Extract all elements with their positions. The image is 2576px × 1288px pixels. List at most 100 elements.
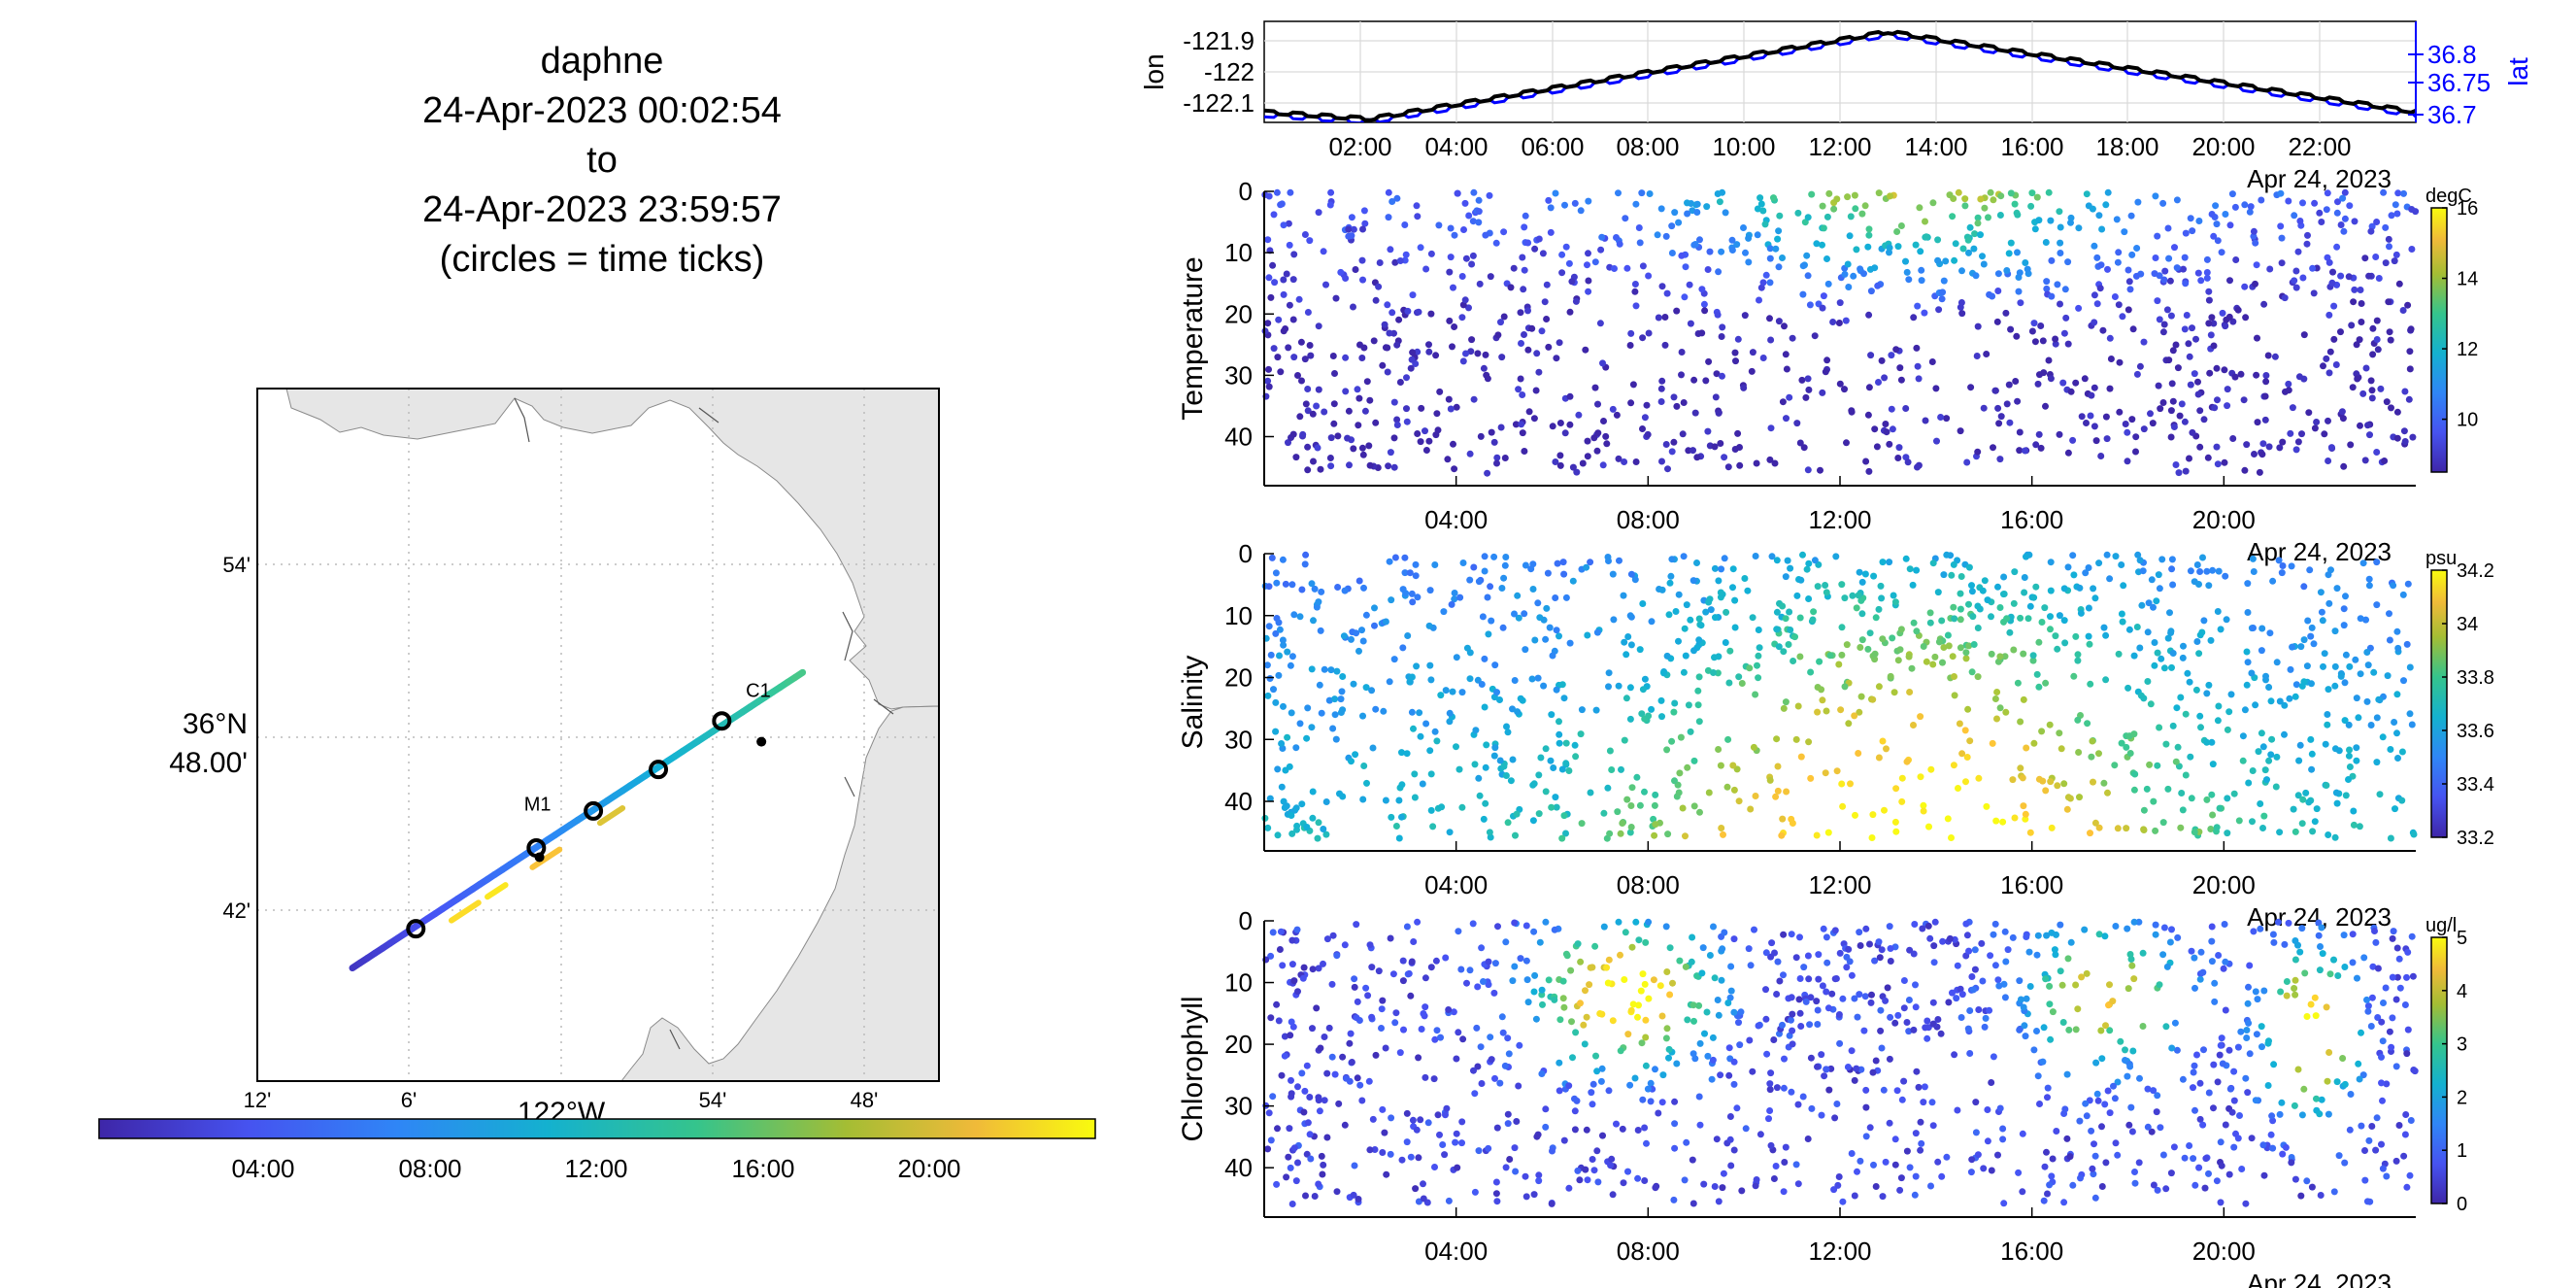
colorbar-tick: 0 [2457, 1194, 2467, 1215]
data-point [1384, 301, 1391, 309]
data-point [2025, 948, 2033, 956]
data-point [1450, 1008, 1457, 1016]
lat-tick-48: 48.00' [169, 747, 248, 779]
data-point [2331, 833, 2339, 841]
data-point [1451, 465, 1458, 473]
data-point [1341, 587, 1349, 594]
time-tick: 06:00 [1521, 132, 1584, 161]
data-point [1726, 994, 1734, 1001]
data-point [1767, 336, 1775, 344]
data-point [1627, 570, 1635, 578]
data-point [2292, 693, 2299, 700]
data-point [1372, 419, 1380, 426]
data-point [1290, 354, 1298, 361]
data-point [2136, 557, 2144, 564]
data-point [1354, 1074, 1361, 1082]
data-point [1599, 359, 1606, 367]
data-point [1314, 834, 1321, 842]
data-point [1375, 283, 1383, 290]
data-point [1481, 655, 1489, 662]
data-point [2029, 652, 2037, 660]
data-point [1559, 995, 1567, 1002]
data-point [1762, 986, 1769, 994]
data-point [1740, 384, 1748, 391]
data-point [2372, 254, 2380, 260]
data-point [2062, 314, 2070, 322]
data-point [1773, 557, 1781, 564]
data-point [2258, 647, 2265, 655]
data-point [1984, 1106, 1991, 1113]
data-point [1432, 431, 1440, 439]
data-point [1481, 703, 1489, 711]
data-point [1730, 935, 1738, 943]
data-point [1445, 1197, 1453, 1204]
data-point [1569, 1054, 1576, 1062]
data-point [1355, 394, 1363, 402]
data-point [1475, 578, 1483, 586]
data-point [1482, 799, 1489, 807]
data-point [1560, 695, 1568, 702]
colorbar-tick: 14 [2457, 269, 2478, 290]
data-point [1338, 688, 1346, 695]
data-point [1928, 1099, 1936, 1106]
data-point [1995, 982, 2003, 990]
data-point [1678, 371, 1685, 379]
data-point [1974, 448, 1982, 456]
data-point [2254, 334, 2260, 342]
data-point [1962, 655, 1970, 662]
time-tick: 08:00 [1616, 132, 1679, 161]
data-point [2012, 378, 2020, 385]
data-point [1707, 606, 1715, 614]
time-colorbar-tick: 12:00 [564, 1154, 627, 1183]
data-point [2168, 565, 2176, 573]
data-point [2253, 261, 2260, 269]
data-point [2342, 651, 2350, 659]
data-point [2159, 819, 2167, 827]
data-point [1325, 1024, 1333, 1032]
data-point [1759, 207, 1767, 215]
data-point [2337, 272, 2345, 280]
data-point [1403, 418, 1411, 425]
data-point [1657, 385, 1665, 392]
data-point [2326, 348, 2334, 356]
data-point [2067, 938, 2075, 946]
data-point [1493, 1124, 1501, 1132]
data-point [1784, 557, 1791, 564]
data-point [2361, 254, 2369, 262]
data-point [2285, 197, 2292, 205]
data-point [2061, 639, 2069, 647]
data-point [1562, 593, 1570, 601]
data-point [2311, 424, 2319, 432]
data-point [2037, 322, 2045, 329]
data-point [2156, 724, 2163, 731]
data-point [1823, 213, 1831, 220]
title-start-time: 24-Apr-2023 00:02:54 [422, 90, 782, 131]
data-point [2110, 1082, 2117, 1090]
data-point [1975, 1006, 1983, 1013]
data-point [1663, 652, 1671, 660]
data-point [2147, 700, 2155, 708]
data-point [2390, 582, 2397, 590]
data-point [1918, 277, 1925, 285]
data-point [2265, 684, 2273, 691]
data-point [2361, 1147, 2368, 1154]
data-point [2048, 824, 2056, 831]
data-point [1280, 290, 1288, 298]
data-point [1359, 712, 1366, 720]
data-point [1862, 458, 1870, 465]
data-point [1310, 617, 1317, 625]
data-point [1835, 1011, 1843, 1018]
data-point [1420, 1180, 1426, 1188]
data-point [1404, 307, 1412, 315]
data-point [2208, 314, 2216, 322]
data-point [2215, 567, 2223, 575]
lon-tick: -122 [1204, 57, 1255, 86]
data-point [2196, 975, 2204, 983]
data-point [2072, 1026, 2080, 1034]
data-point [1458, 314, 1466, 322]
data-point [1303, 734, 1311, 742]
data-point [2400, 189, 2407, 197]
data-point [1958, 310, 1966, 318]
data-point [2033, 1028, 2040, 1034]
data-point [1822, 368, 1829, 376]
